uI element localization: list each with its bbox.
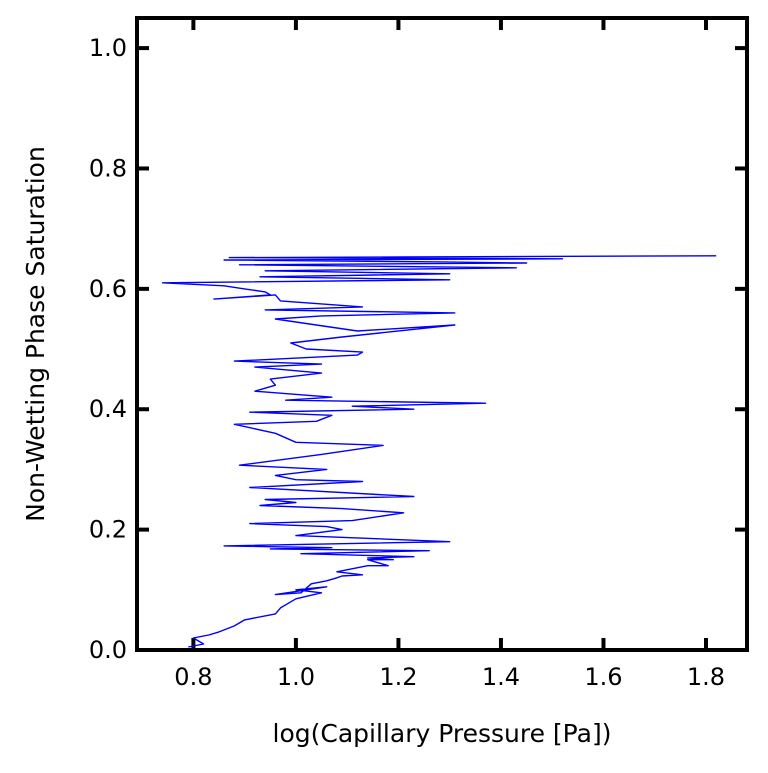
y-tick-label: 0.8	[89, 154, 127, 182]
x-tick-label: 0.8	[174, 663, 212, 691]
plot-frame	[135, 16, 749, 652]
x-tick-label: 1.8	[687, 663, 725, 691]
y-tick-label: 0.2	[89, 516, 127, 544]
y-tick-label: 0.4	[89, 395, 127, 423]
x-tick-label: 1.6	[584, 663, 622, 691]
y-tick-label: 0.0	[89, 636, 127, 664]
x-tick-label: 1.0	[277, 663, 315, 691]
y-tick-label: 0.6	[89, 275, 127, 303]
ticks-layer	[137, 18, 747, 652]
x-tick-label: 1.4	[482, 663, 520, 691]
x-axis-label: log(Capillary Pressure [Pa])	[273, 719, 612, 748]
series-layer	[161, 255, 717, 648]
series-line-0	[161, 255, 717, 648]
y-tick-label: 1.0	[89, 34, 127, 62]
tick-labels-layer: 0.8 1.0 1.2 1.4 1.6 1.8 0.0 0.2 0.4 0.6 0.8 1.0	[89, 34, 725, 691]
y-axis-label: Non-Wetting Phase Saturation	[21, 146, 50, 522]
x-tick-label: 1.2	[379, 663, 417, 691]
